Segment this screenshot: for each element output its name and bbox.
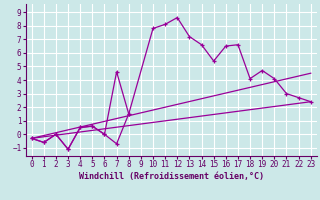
X-axis label: Windchill (Refroidissement éolien,°C): Windchill (Refroidissement éolien,°C) bbox=[79, 172, 264, 181]
